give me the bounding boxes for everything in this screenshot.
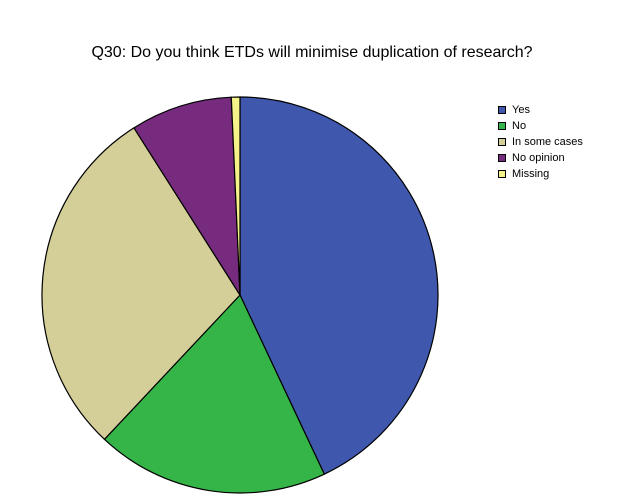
legend-label: In some cases xyxy=(512,136,583,148)
legend-item-in-some-cases: In some cases xyxy=(498,134,583,150)
legend-swatch xyxy=(498,154,506,162)
pie-slice-in-some-cases xyxy=(41,127,241,440)
legend-label: No xyxy=(512,120,527,132)
legend-swatch xyxy=(498,170,506,178)
legend-label: Missing xyxy=(512,168,550,180)
pie-slice-no xyxy=(103,294,325,494)
legend: Yes No In some cases No opinion Missing xyxy=(498,102,583,182)
pie-slice-no-opinion xyxy=(133,96,241,296)
legend-swatch xyxy=(498,106,506,114)
pie-slice-missing xyxy=(230,96,241,296)
legend-item-missing: Missing xyxy=(498,166,583,182)
legend-item-no: No xyxy=(498,118,583,134)
chart-title: Q30: Do you think ETDs will minimise dup… xyxy=(91,44,533,61)
pie-slice-yes xyxy=(239,96,439,475)
legend-label: No opinion xyxy=(512,152,565,164)
legend-item-yes: Yes xyxy=(498,102,583,118)
legend-swatch xyxy=(498,122,506,130)
legend-swatch xyxy=(498,138,506,146)
legend-label: Yes xyxy=(512,104,530,116)
legend-item-no-opinion: No opinion xyxy=(498,150,583,166)
